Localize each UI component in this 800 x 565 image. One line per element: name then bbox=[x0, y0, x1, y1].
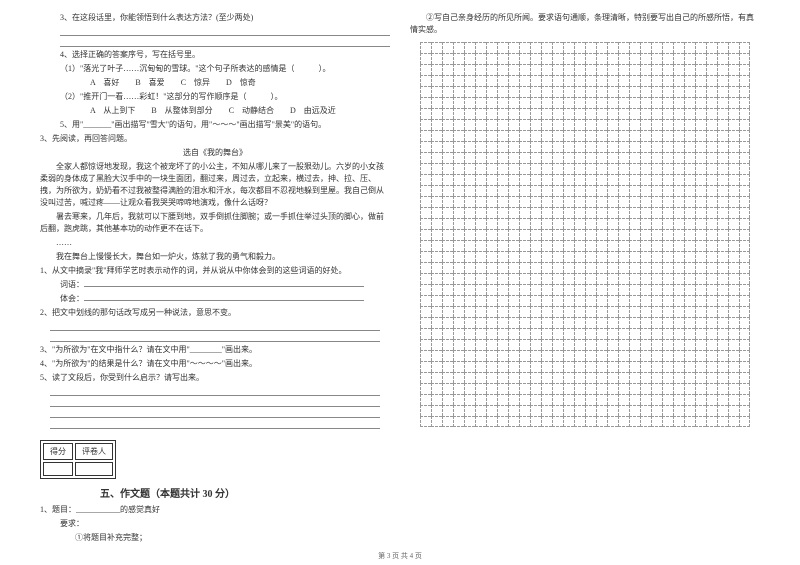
question-3b: 3、先阅读，再回答问题。 bbox=[40, 133, 390, 145]
passage-source: 选自《我的舞台》 bbox=[40, 147, 390, 159]
score-label: 得分 bbox=[43, 443, 73, 460]
blank bbox=[84, 293, 364, 301]
opt-b: B 从整体到部分 bbox=[151, 106, 212, 115]
right-column: ②写自己亲身经历的所见所闻。要求语句通顺，条理清晰，特别要写出自己的所感所悟，有… bbox=[400, 10, 770, 545]
opt-b: B 喜爱 bbox=[135, 78, 164, 87]
score-box: 得分 评卷人 bbox=[40, 440, 116, 479]
grader-cell bbox=[75, 462, 113, 476]
passage-p4: 我在舞台上慢慢长大，舞台如一炉火，炼就了我的勇气和毅力。 bbox=[40, 251, 390, 263]
passage-p1: 全家人都惊讶地发现，我这个被宠坏了的小公主，不知从哪儿来了一股狠劲儿。六岁的小女… bbox=[40, 161, 390, 209]
question-4-2: （2）"推开门一看……彩虹！"这部分的写作顺序是（ ）。 bbox=[40, 91, 390, 103]
sub-q1-feel: 体会： bbox=[40, 293, 390, 305]
essay-req-1: ①将题目补充完整； bbox=[40, 532, 390, 544]
writing-grid bbox=[420, 42, 760, 427]
opt-d: D 由远及近 bbox=[290, 106, 336, 115]
sub-q1-words: 词语： bbox=[40, 279, 390, 291]
sub-q3: 3、"为所欲为"在文中指什么？请在文中用"________"画出来。 bbox=[40, 344, 390, 356]
opt-d: D 惊奇 bbox=[226, 78, 256, 87]
blank-line bbox=[50, 321, 380, 331]
blank-line bbox=[50, 386, 380, 396]
blank-line bbox=[60, 26, 390, 36]
blank-line bbox=[50, 419, 380, 429]
essay-req: 要求： bbox=[40, 518, 390, 530]
opt-c: C 动静结合 bbox=[229, 106, 274, 115]
section-5-title: 五、作文题（本题共计 30 分） bbox=[100, 485, 390, 500]
sub-q2: 2、把文中划线的那句话改写成另一种说法，意思不变。 bbox=[40, 307, 390, 319]
opt-a: A 从上到下 bbox=[90, 106, 135, 115]
label-words: 词语： bbox=[60, 280, 84, 289]
page-footer: 第 3 页 共 4 页 bbox=[0, 551, 800, 561]
grader-label: 评卷人 bbox=[75, 443, 113, 460]
blank bbox=[84, 279, 364, 287]
question-4-1-options: A 喜好 B 喜爱 C 惊异 D 惊奇 bbox=[40, 77, 390, 89]
essay-req-2: ②写自己亲身经历的所见所闻。要求语句通顺，条理清晰，特别要写出自己的所感所悟，有… bbox=[410, 12, 760, 36]
sub-q4: 4、"为所欲为"的结果是什么？请在文中用"～～～～"画出来。 bbox=[40, 358, 390, 370]
essay-q1: 1、题目：___________的感觉真好 bbox=[40, 504, 390, 516]
question-5: 5、用"_______"画出描写"雪大"的语句，用"～～～"画出描写"景美"的语… bbox=[40, 119, 390, 131]
passage-p3: …… bbox=[40, 237, 390, 249]
left-column: 3、在这段话里，你能领悟到什么表达方法？(至少两处) 4、选择正确的答案序号，写… bbox=[30, 10, 400, 545]
blank-line bbox=[50, 408, 380, 418]
blank-line bbox=[50, 332, 380, 342]
label-feel: 体会： bbox=[60, 294, 84, 303]
opt-c: C 惊异 bbox=[181, 78, 210, 87]
question-4-2-options: A 从上到下 B 从整体到部分 C 动静结合 D 由远及近 bbox=[40, 105, 390, 117]
blank-line bbox=[50, 397, 380, 407]
opt-a: A 喜好 bbox=[90, 78, 119, 87]
sub-q5: 5、读了文段后，你受到什么启示？请写出来。 bbox=[40, 372, 390, 384]
score-cell bbox=[43, 462, 73, 476]
blank-line bbox=[60, 37, 390, 47]
question-4: 4、选择正确的答案序号，写在括号里。 bbox=[40, 49, 390, 61]
sub-q1: 1、从文中摘录"我"拜师学艺时表示动作的词，并从说从中你体会到的这些词语的好处。 bbox=[40, 265, 390, 277]
question-3: 3、在这段话里，你能领悟到什么表达方法？(至少两处) bbox=[40, 12, 390, 24]
passage-p2: 暑去寒来，几年后，我就可以下腰到地，双手倒抓住脚腕；或一手抓住举过头顶的脚心，做… bbox=[40, 211, 390, 235]
question-4-1: （1）"落光了叶子……沉甸甸的雪球。"这个句子所表达的感情是（ ）。 bbox=[40, 63, 390, 75]
